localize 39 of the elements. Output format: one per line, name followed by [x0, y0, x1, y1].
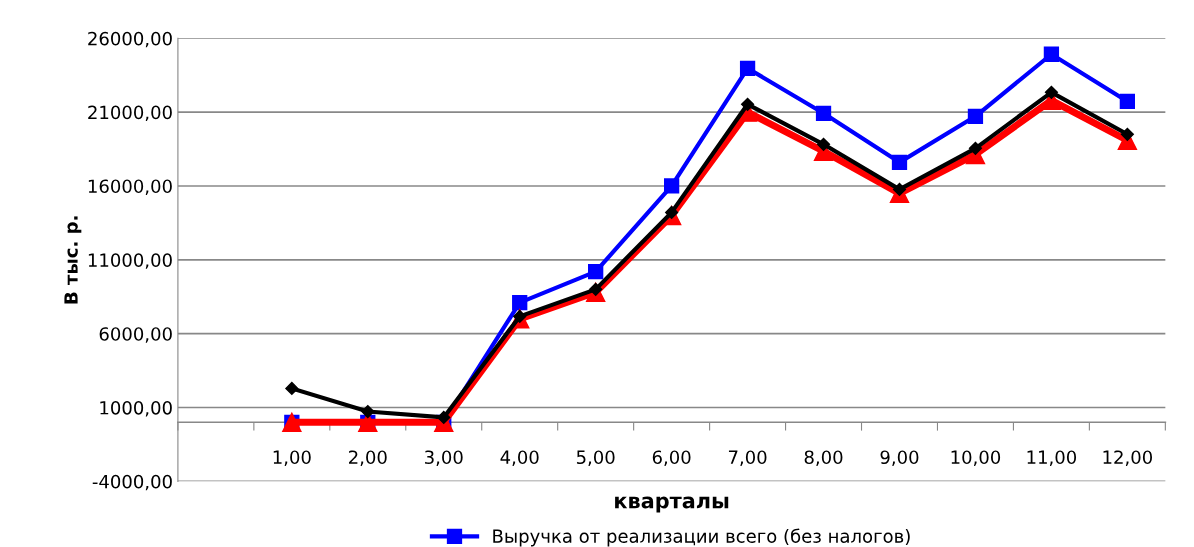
x-axis-title: кварталы	[615, 496, 729, 513]
legend-label: Выручка от реализации всего (без налогов)	[493, 528, 910, 547]
y-tick-label: 16000,00	[88, 179, 172, 195]
y-tick-label: 6000,00	[99, 327, 172, 343]
x-tick-label: 10,00	[951, 450, 1001, 466]
y-tick-label: 1000,00	[100, 400, 172, 417]
point	[815, 105, 832, 121]
point	[968, 141, 983, 155]
point	[285, 381, 299, 396]
point	[1043, 46, 1060, 62]
point	[663, 178, 680, 194]
point	[361, 404, 375, 419]
x-tick-label: 5,00	[576, 450, 615, 466]
x-tick-label: 12,00	[1103, 450, 1153, 466]
point	[816, 137, 831, 151]
y-tick-label: 21000,00	[88, 105, 172, 122]
x-tick-label: 8,00	[804, 450, 843, 466]
x-tick-label: 7,00	[728, 450, 767, 466]
x-tick-label: 9,00	[880, 450, 919, 466]
x-tick-label: 2,00	[349, 450, 387, 466]
y-axis-title: В тыс. р.	[64, 216, 82, 304]
x-tick-label: 11,00	[1027, 450, 1077, 466]
y-tick-label: 26000,00	[88, 31, 172, 48]
x-tick-label: 3,00	[425, 450, 463, 466]
x-tick-label: 4,00	[500, 450, 539, 466]
point	[740, 97, 755, 111]
point	[1119, 93, 1136, 109]
x-tick-label: 1,00	[273, 450, 311, 466]
point	[588, 264, 604, 280]
point	[891, 154, 908, 170]
point	[1044, 85, 1058, 99]
point	[512, 295, 528, 311]
point	[967, 108, 984, 124]
y-tick-label: 11000,00	[88, 253, 172, 269]
y-tick-label: -4000,00	[92, 474, 172, 491]
x-tick-label: 6,00	[652, 450, 691, 466]
point	[739, 60, 756, 76]
point	[1120, 127, 1134, 141]
point	[437, 410, 451, 424]
